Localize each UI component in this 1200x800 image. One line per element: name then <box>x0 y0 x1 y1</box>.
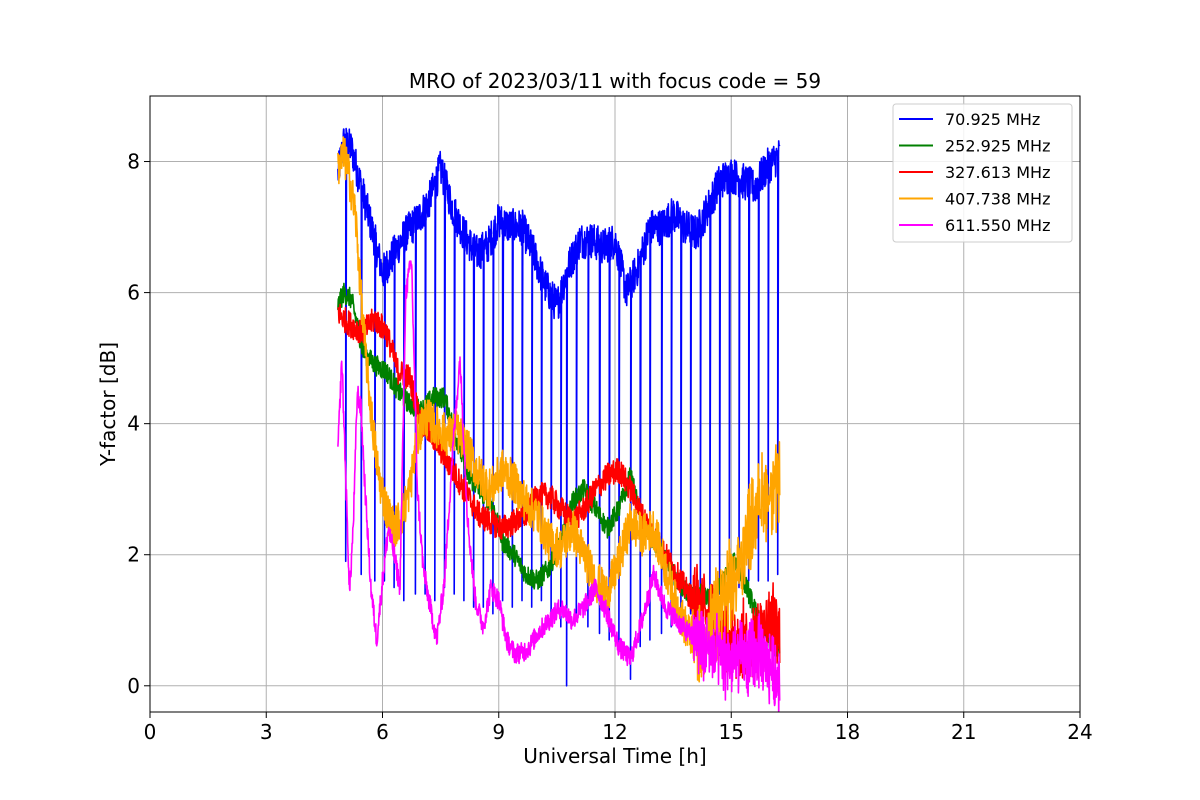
x-tick-label: 9 <box>492 720 505 744</box>
y-tick-label: 2 <box>127 543 140 567</box>
series-line <box>337 260 781 712</box>
y-tick-label: 0 <box>127 674 140 698</box>
x-tick-label: 24 <box>1067 720 1092 744</box>
x-tick-label: 18 <box>835 720 860 744</box>
y-tick-label: 4 <box>127 412 140 436</box>
y-tick-label: 8 <box>127 150 140 174</box>
x-tick-label: 0 <box>144 720 157 744</box>
y-tick-label: 6 <box>127 281 140 305</box>
x-tick-label: 3 <box>260 720 273 744</box>
chart-title: MRO of 2023/03/11 with focus code = 59 <box>409 69 821 93</box>
x-axis-label: Universal Time [h] <box>523 744 706 768</box>
y-axis-label: Y-factor [dB] <box>96 342 120 467</box>
x-tick-label: 21 <box>951 720 976 744</box>
series-line <box>337 303 781 680</box>
series-line <box>337 282 781 657</box>
legend-label: 70.925 MHz <box>945 110 1040 129</box>
x-tick-label: 12 <box>602 720 627 744</box>
legend-label: 327.613 MHz <box>945 163 1050 182</box>
legend-label: 611.550 MHz <box>945 216 1050 235</box>
legend-label: 407.738 MHz <box>945 190 1050 209</box>
legend: 70.925 MHz 252.925 MHz 327.613 MHz 407.738 … <box>892 103 1073 243</box>
x-tick-label: 6 <box>376 720 389 744</box>
series-line <box>337 127 781 687</box>
legend-box <box>892 103 1073 243</box>
series-layer <box>337 127 781 712</box>
x-tick-label: 15 <box>719 720 744 744</box>
legend-label: 252.925 MHz <box>945 137 1050 156</box>
